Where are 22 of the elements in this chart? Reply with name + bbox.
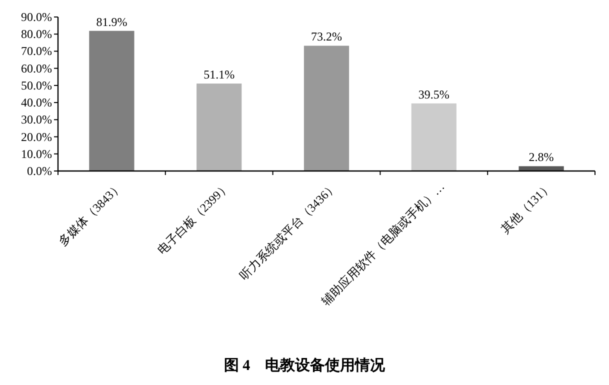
x-tick-label: 其他（131）	[498, 179, 555, 236]
y-tick-label: 70.0%	[21, 44, 52, 58]
y-tick-label: 50.0%	[21, 78, 52, 92]
y-tick-label: 90.0%	[21, 10, 52, 24]
y-tick-label: 30.0%	[21, 112, 52, 127]
bar	[304, 46, 350, 171]
text: 图 4 电教设备使用情况	[224, 357, 386, 374]
bar	[196, 84, 242, 171]
y-tick-label: 80.0%	[21, 27, 52, 42]
y-tick-label: 60.0%	[21, 61, 52, 76]
bar	[89, 30, 134, 171]
data-label: 81.9%	[96, 14, 128, 29]
y-tick-label: 0.0%	[27, 164, 52, 178]
bar	[411, 103, 456, 171]
data-label: 51.1%	[204, 68, 235, 82]
y-tick-label: 40.0%	[21, 96, 52, 110]
data-label: 39.5%	[418, 87, 450, 102]
y-tick-label: 10.0%	[21, 146, 52, 161]
bar	[518, 166, 564, 171]
y-tick-label: 20.0%	[21, 130, 52, 144]
data-label: 2.8%	[528, 150, 554, 164]
data-label: 73.2%	[311, 30, 342, 44]
